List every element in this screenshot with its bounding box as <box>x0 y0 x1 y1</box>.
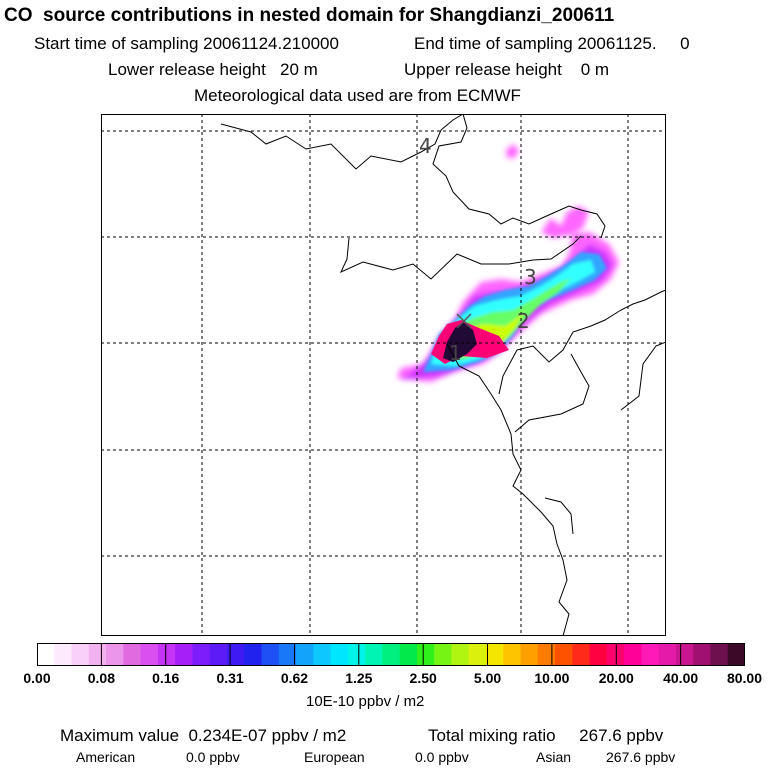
colorbar-cell <box>572 643 591 666</box>
colorbar-cell <box>365 643 383 666</box>
receptor-marker <box>456 313 472 329</box>
colorbar-cell <box>416 643 435 666</box>
colorbar-cell <box>106 643 124 666</box>
european-value: 0.0 ppbv <box>415 749 469 765</box>
colorbar-tick-label: 1.25 <box>345 670 373 686</box>
colorbar-cell <box>658 643 677 666</box>
colorbar-cell <box>434 643 453 666</box>
colorbar-cell <box>123 643 142 666</box>
colorbar-cell <box>503 643 522 666</box>
colorbar-tick-label: 40.00 <box>663 670 699 686</box>
plot-title: CO source contributions in nested domain… <box>4 5 615 26</box>
color-scale-bar <box>37 643 745 666</box>
colorbar-cell <box>347 643 366 666</box>
colorbar-cell <box>296 643 314 666</box>
colorbar-cell <box>606 643 625 666</box>
maximum-value: Maximum value 0.234E-07 ppbv / m2 <box>60 726 347 745</box>
plume-rim <box>506 144 519 158</box>
met-data-note: Meteorological data used are from ECMWF <box>194 86 521 105</box>
coastlines <box>220 114 666 636</box>
colorbar-cell <box>330 643 349 666</box>
map-frame <box>101 114 666 636</box>
sampling-start: Start time of sampling 20061124.210000 <box>34 34 339 53</box>
colorbar-tick-label: 0.62 <box>280 670 309 686</box>
colorbar-cell <box>244 643 263 666</box>
colorbar-cell <box>175 643 194 666</box>
point-label-1: 1 <box>449 341 462 365</box>
colorbar-cell <box>399 643 418 666</box>
american-value: 0.0 ppbv <box>186 749 240 765</box>
point-label-4: 4 <box>419 134 432 158</box>
colorbar-tick-label: 0.31 <box>216 670 244 686</box>
colorbar-cell <box>140 643 159 666</box>
colorbar-tick-label: 80.00 <box>726 670 762 686</box>
colorbar-tick-label: 0.16 <box>152 670 180 686</box>
colorbar-cell <box>589 643 608 666</box>
point-label-2: 2 <box>517 309 530 333</box>
colorbar-cell <box>88 643 107 666</box>
colorbar-cell <box>261 643 280 666</box>
sampling-end: End time of sampling 20061125. 0 <box>414 34 690 53</box>
european-label: European <box>304 749 365 765</box>
colorbar-tick-label: 0.08 <box>87 670 115 686</box>
source-contribution-map: 4 3 2 1 <box>101 114 666 636</box>
colorbar-unit: 10E-10 ppbv / m2 <box>306 693 425 710</box>
colorbar-cell <box>71 643 90 666</box>
colorbar-tick-label: 2.50 <box>409 670 437 686</box>
colorbar-cell <box>727 643 745 666</box>
colorbar-cell <box>675 643 694 666</box>
colorbar-cell <box>37 643 55 666</box>
total-mixing-ratio: Total mixing ratio 267.6 ppbv <box>428 726 664 745</box>
colorbar-cell <box>313 643 332 666</box>
asian-label: Asian <box>536 749 572 765</box>
lat-lon-grid <box>101 114 666 636</box>
colorbar-cell <box>693 643 712 666</box>
colorbar-cell <box>624 643 642 666</box>
colorbar-cell <box>537 643 556 666</box>
colorbar-tick-label: 0.00 <box>23 670 51 686</box>
point-label-3: 3 <box>524 265 537 289</box>
colorbar-cell <box>641 643 660 666</box>
upper-release-height: Upper release height 0 m <box>404 60 610 79</box>
colorbar-tick-label: 10.00 <box>534 670 570 686</box>
colorbar-cell <box>520 643 539 666</box>
colorbar-cell <box>710 643 729 666</box>
colorbar-cell <box>226 643 245 666</box>
colorbar-cell <box>54 643 73 666</box>
colorbar-cell <box>382 643 401 666</box>
trajectory-labels: 4 3 2 1 <box>419 134 537 365</box>
colorbar-cell <box>209 643 228 666</box>
colorbar-cell <box>192 643 211 666</box>
asian-value: 267.6 ppbv <box>606 749 676 765</box>
colorbar-cell <box>485 643 504 666</box>
colorbar-cell <box>157 643 176 666</box>
colorbar-tick-label: 20.00 <box>598 670 634 686</box>
colorbar-cell <box>451 643 470 666</box>
american-label: American <box>76 749 136 765</box>
colorbar-cell <box>555 643 573 666</box>
lower-release-height: Lower release height 20 m <box>108 60 318 79</box>
colorbar-cell <box>468 643 487 666</box>
colorbar-cell <box>278 643 297 666</box>
concentration-plume <box>397 144 619 382</box>
colorbar-tick-label: 5.00 <box>473 670 502 686</box>
